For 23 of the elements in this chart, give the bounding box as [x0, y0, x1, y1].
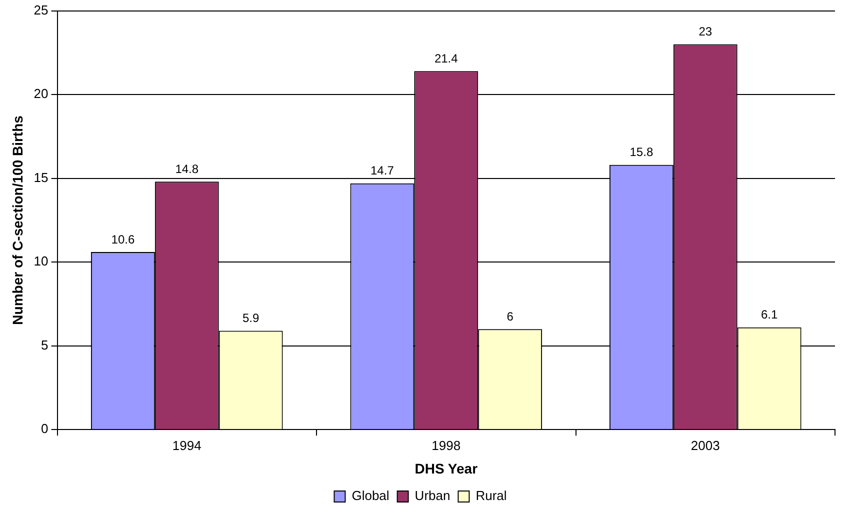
y-tick-label: 20 — [34, 86, 48, 102]
legend-label: Global — [352, 488, 390, 504]
data-label: 6 — [506, 309, 514, 324]
x-axis-title: DHS Year — [414, 460, 478, 476]
y-tick-label: 15 — [34, 170, 48, 185]
data-label: 23 — [698, 24, 712, 39]
x-tick-label: 1998 — [432, 438, 461, 453]
x-tick-label: 1994 — [172, 438, 202, 453]
data-label: 21.4 — [434, 51, 458, 66]
data-label: 15.8 — [630, 145, 654, 160]
data-label: 10.6 — [111, 232, 135, 246]
y-tick-label: 10 — [34, 254, 48, 269]
x-tick-label: 2003 — [690, 438, 720, 453]
y-tick-label: 0 — [41, 421, 48, 436]
data-label: 6.1 — [760, 308, 778, 322]
y-axis-title: Number of C-section/100 Births — [9, 115, 26, 325]
data-label: 5.9 — [242, 311, 260, 326]
y-tick-label: 25 — [34, 2, 48, 18]
data-label: 14.7 — [370, 164, 394, 178]
legend-label: Rural — [476, 488, 507, 504]
y-tick-label: 5 — [41, 337, 48, 352]
legend-label: Urban — [414, 488, 450, 504]
data-label: 14.8 — [175, 162, 199, 176]
